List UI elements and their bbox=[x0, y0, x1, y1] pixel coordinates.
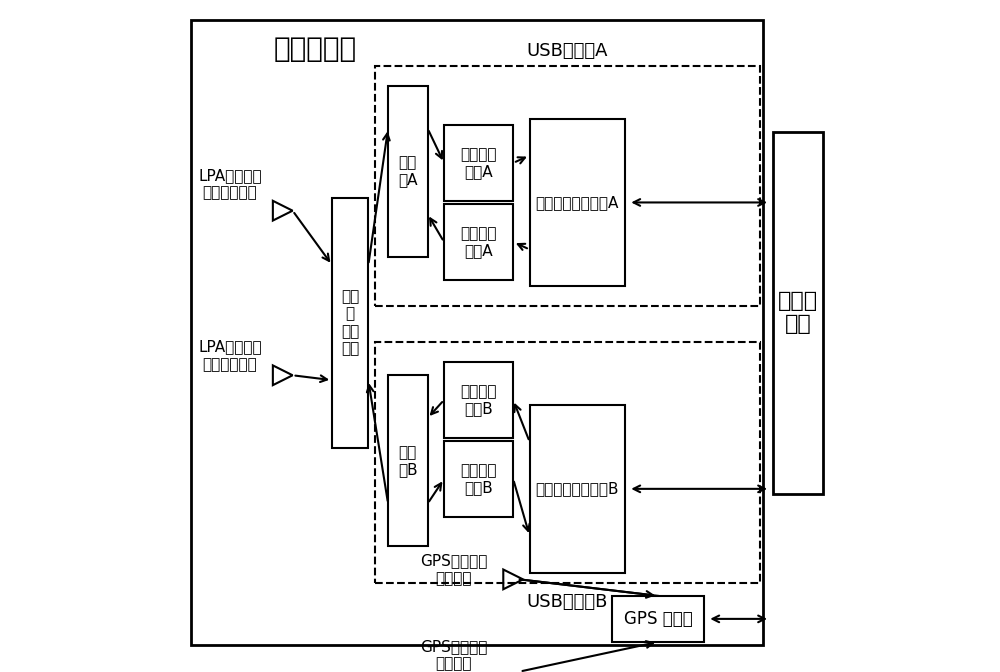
Text: 双工
器A: 双工 器A bbox=[398, 155, 418, 187]
FancyBboxPatch shape bbox=[388, 85, 428, 257]
Text: GPS接收天线
（对地）: GPS接收天线 （对地） bbox=[420, 639, 488, 671]
Text: GPS接收天线
（对天）: GPS接收天线 （对天） bbox=[420, 553, 488, 586]
FancyBboxPatch shape bbox=[530, 118, 625, 286]
Text: 四端
口
微波
网络: 四端 口 微波 网络 bbox=[341, 289, 359, 356]
FancyBboxPatch shape bbox=[773, 132, 823, 494]
FancyBboxPatch shape bbox=[388, 375, 428, 546]
FancyBboxPatch shape bbox=[530, 405, 625, 573]
Text: 测控分系统: 测控分系统 bbox=[274, 36, 357, 63]
FancyBboxPatch shape bbox=[612, 596, 704, 642]
Text: 射频接收
通道B: 射频接收 通道B bbox=[460, 463, 497, 495]
Text: USB应答机B: USB应答机B bbox=[527, 593, 608, 612]
FancyBboxPatch shape bbox=[444, 125, 513, 201]
FancyBboxPatch shape bbox=[191, 19, 763, 645]
Text: 星务计
算机: 星务计 算机 bbox=[778, 291, 818, 335]
FancyBboxPatch shape bbox=[332, 198, 368, 448]
FancyBboxPatch shape bbox=[444, 362, 513, 438]
Text: 双工
器B: 双工 器B bbox=[398, 445, 418, 477]
FancyBboxPatch shape bbox=[444, 204, 513, 280]
Text: 射频接收
通道A: 射频接收 通道A bbox=[460, 146, 497, 179]
Text: LPA收发共用
天线（对天）: LPA收发共用 天线（对天） bbox=[198, 168, 262, 200]
Text: 基带数字信号处理A: 基带数字信号处理A bbox=[536, 195, 619, 210]
Text: GPS 接收机: GPS 接收机 bbox=[624, 610, 692, 628]
FancyBboxPatch shape bbox=[444, 441, 513, 517]
Text: USB应答机A: USB应答机A bbox=[527, 42, 608, 60]
Text: LPA收发共用
天线（对地）: LPA收发共用 天线（对地） bbox=[198, 339, 262, 372]
Text: 射频发射
通道B: 射频发射 通道B bbox=[460, 384, 497, 416]
Text: 基带数字信号处理B: 基带数字信号处理B bbox=[536, 481, 619, 497]
Text: 射频发射
通道A: 射频发射 通道A bbox=[460, 226, 497, 258]
